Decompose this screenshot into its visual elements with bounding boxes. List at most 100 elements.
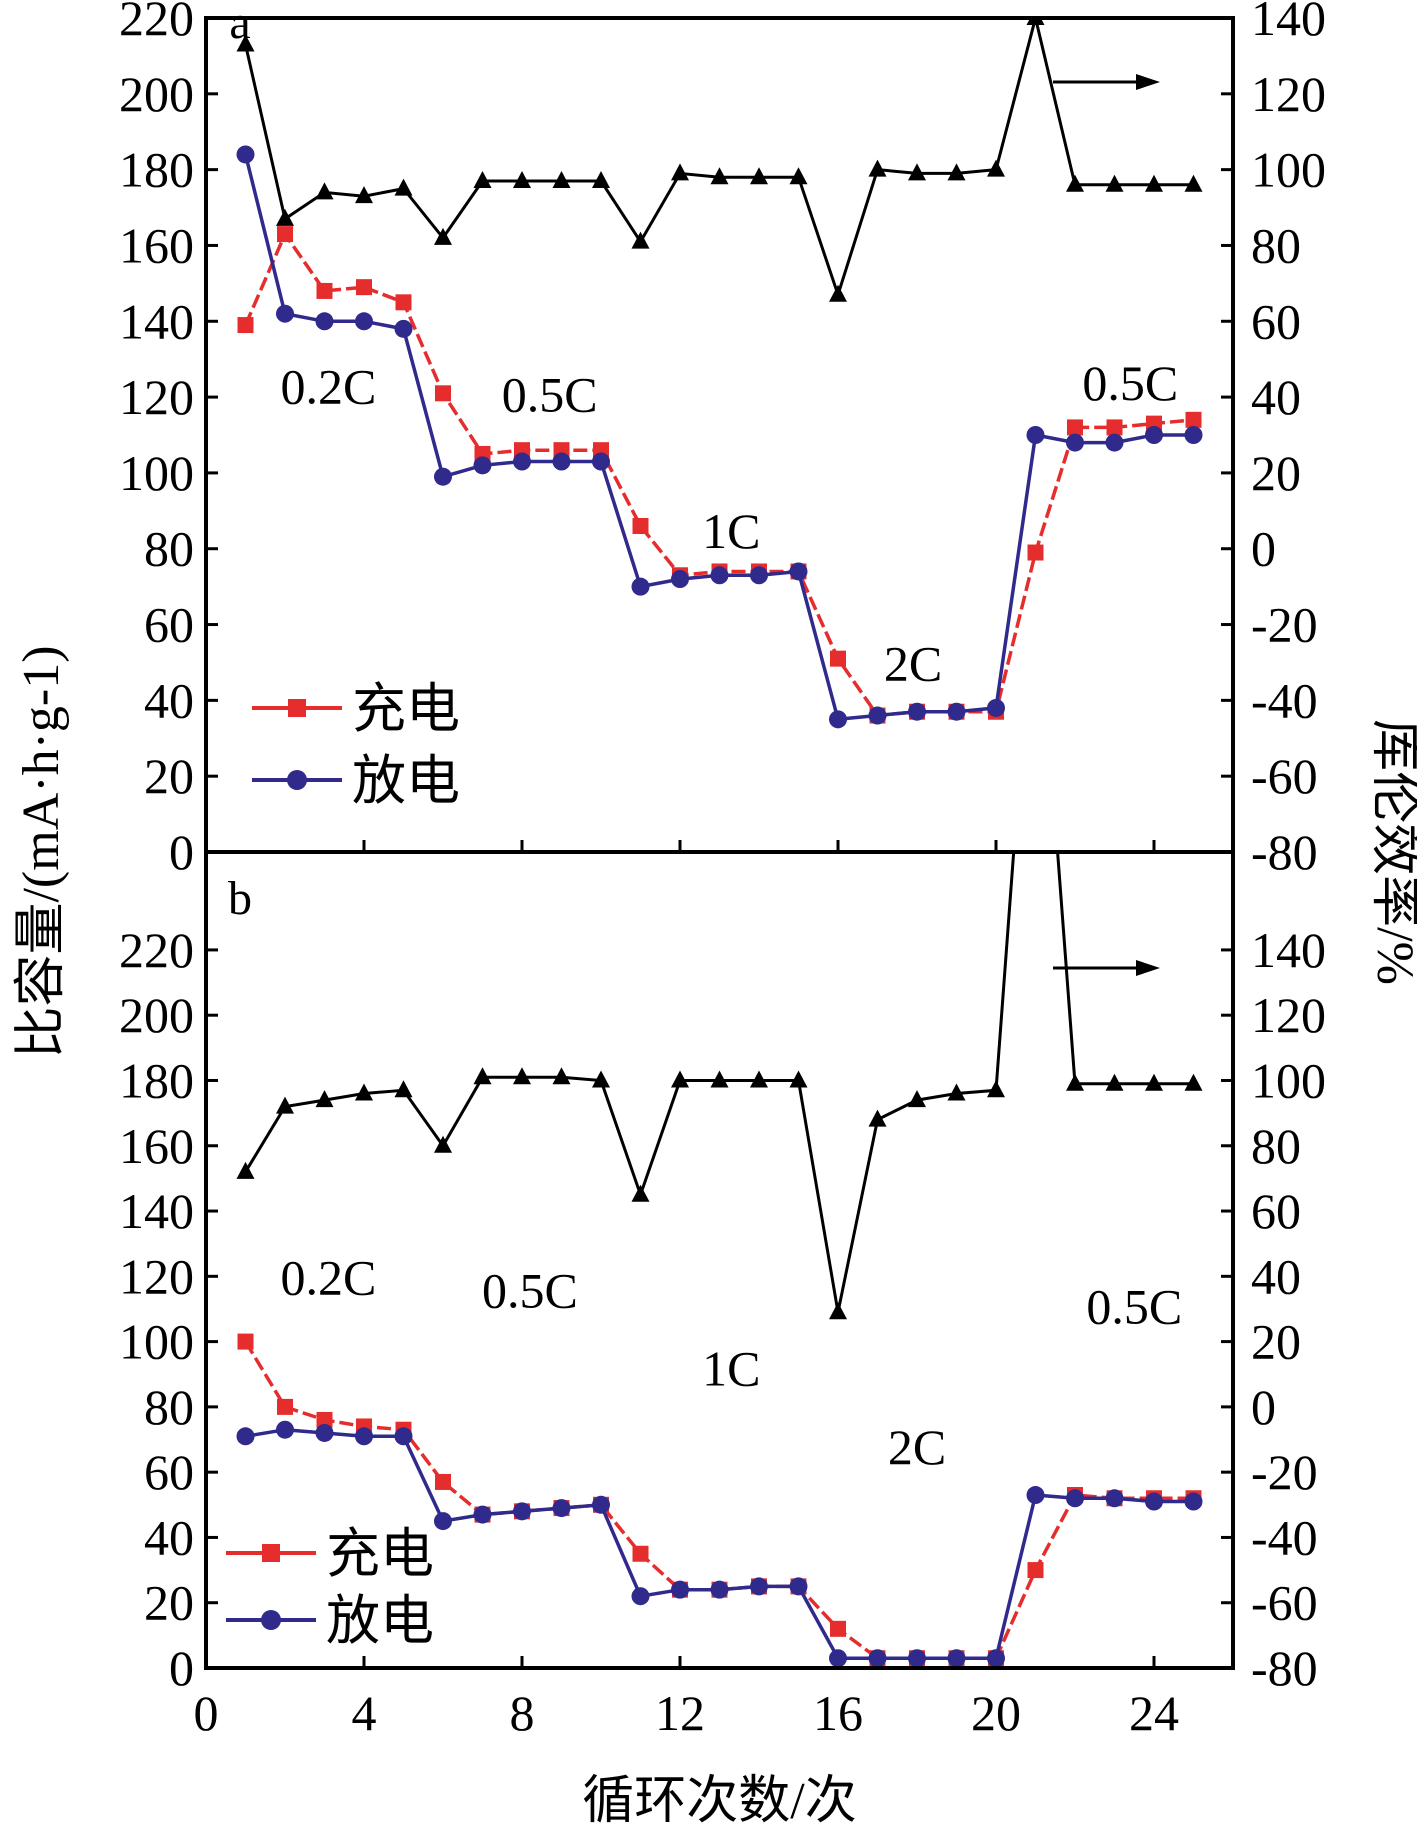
rate-label: 0.5C — [1082, 355, 1178, 411]
x-axis-title: 循环次数/次 — [582, 1773, 856, 1830]
plot-frame — [204, 16, 1235, 1670]
charge-point — [435, 1473, 451, 1490]
charge-point — [435, 385, 451, 402]
charge-point — [1067, 419, 1083, 436]
y-left-tick-label: 0 — [169, 824, 194, 880]
discharge-point — [1066, 1489, 1084, 1508]
y-right-tick-label: 60 — [1251, 293, 1301, 349]
discharge-point — [1184, 1492, 1203, 1511]
legend-charge-marker — [262, 1544, 280, 1562]
charge-point — [632, 517, 649, 534]
discharge-point — [631, 577, 650, 596]
efficiency-point — [947, 163, 966, 181]
y-left-tick-label: 180 — [119, 1052, 194, 1108]
y-right-tick-label: 40 — [1251, 369, 1301, 425]
rate-label: 2C — [884, 635, 942, 691]
efficiency-point — [592, 171, 610, 189]
y-left-tick-label: 20 — [144, 748, 194, 804]
y-left-axis-title: 比容量/(mA·h·g-1) — [13, 645, 70, 1058]
y-right-axis-title: 库伦效率/% — [1366, 719, 1417, 985]
y-right-tick-label: -60 — [1251, 748, 1318, 804]
discharge-point — [552, 1499, 571, 1518]
rate-label: 0.5C — [1086, 1279, 1182, 1335]
charge-point — [237, 317, 254, 334]
discharge-point — [908, 1649, 926, 1668]
y-left-tick-label: 140 — [119, 1183, 194, 1239]
discharge-point — [710, 566, 729, 585]
efficiency-point — [631, 1184, 650, 1202]
y-left-tick-label: 80 — [144, 1379, 194, 1435]
discharge-point — [1026, 1486, 1045, 1505]
charge-line — [243, 230, 1194, 718]
discharge-point — [434, 1512, 452, 1531]
discharge-point — [394, 319, 413, 338]
x-tick-label: 12 — [655, 1685, 705, 1741]
discharge-point — [1066, 433, 1084, 452]
efficiency-point — [829, 1302, 847, 1320]
rate-label: 0.2C — [281, 359, 377, 415]
efficiency-point — [1184, 174, 1203, 192]
y-right-tick-label: 60 — [1251, 1183, 1301, 1239]
legend-charge-marker — [288, 699, 306, 717]
charge-point — [1027, 1562, 1044, 1579]
discharge-point — [1145, 426, 1163, 444]
charge-point — [356, 279, 372, 296]
y-left-tick-label: 220 — [119, 0, 194, 46]
charge-point — [1027, 544, 1044, 561]
efficiency-point — [592, 1070, 610, 1088]
discharge-point — [513, 1502, 531, 1521]
y-left-tick-label: 80 — [144, 521, 194, 577]
rate-label: 1C — [702, 503, 760, 559]
efficiency-point — [947, 1083, 966, 1101]
y-right-tick-label: 120 — [1251, 66, 1326, 122]
charge-point — [830, 650, 846, 667]
efficiency-point — [789, 1070, 808, 1088]
y-left-tick-label: 120 — [119, 1248, 194, 1304]
discharge-point — [750, 1577, 768, 1596]
efficiency-point — [513, 171, 531, 189]
y-right-tick-label: 100 — [1251, 1052, 1326, 1108]
efficiency-point — [276, 208, 294, 226]
charge-point — [632, 1545, 649, 1562]
discharge-point — [1105, 433, 1124, 452]
discharge-point — [789, 562, 808, 581]
y-right-tick-label: 80 — [1251, 1118, 1301, 1174]
charge-point — [1185, 411, 1202, 428]
discharge-point — [1145, 1492, 1163, 1511]
y-right-tick-label: -20 — [1251, 597, 1318, 653]
discharge-point — [947, 1649, 966, 1668]
efficiency-point — [394, 178, 413, 196]
discharge-line — [243, 154, 1194, 722]
efficiency-point — [1184, 1073, 1203, 1091]
efficiency-point — [473, 1067, 492, 1085]
y-right-tick-label: -80 — [1251, 1640, 1318, 1696]
y-right-tick-label: -40 — [1251, 672, 1318, 728]
discharge-point — [355, 1427, 373, 1446]
legend-label-discharge: 放电 — [326, 1591, 434, 1651]
efficiency-point — [1105, 1073, 1124, 1091]
discharge-point — [829, 1649, 847, 1668]
efficiency-point — [276, 1096, 294, 1114]
x-tick-label: 4 — [352, 1685, 377, 1741]
y-left-tick-label: 200 — [119, 66, 194, 122]
charge-point — [395, 294, 412, 311]
y-right-tick-label: -80 — [1251, 824, 1318, 880]
efficiency-point — [710, 1070, 729, 1088]
efficiency-point — [394, 1080, 413, 1098]
charge-point — [277, 1398, 293, 1415]
efficiency-point — [1066, 1073, 1084, 1091]
plot-area-b — [236, 852, 1203, 1668]
discharge-point — [987, 698, 1005, 717]
efficiency-point — [236, 34, 255, 52]
efficiency-point — [868, 159, 887, 177]
rate-label: 2C — [888, 1419, 946, 1475]
discharge-point — [750, 566, 768, 585]
x-tick-label: 20 — [971, 1685, 1021, 1741]
efficiency-point — [315, 1090, 334, 1108]
rate-label: 1C — [702, 1341, 760, 1397]
efficiency-point — [908, 1090, 926, 1108]
discharge-point — [552, 452, 571, 471]
efficiency-point — [789, 167, 808, 185]
legend-label-charge: 充电 — [326, 1524, 434, 1584]
efficiency-point — [355, 186, 373, 204]
